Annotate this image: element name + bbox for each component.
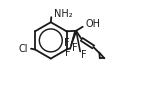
Text: OH: OH [86,19,101,29]
Text: Cl: Cl [19,44,29,54]
Text: F: F [65,48,71,58]
Polygon shape [71,31,77,45]
Text: F: F [72,43,78,53]
Text: NH₂: NH₂ [54,9,72,19]
Text: F: F [81,50,87,60]
Text: F: F [64,38,70,48]
